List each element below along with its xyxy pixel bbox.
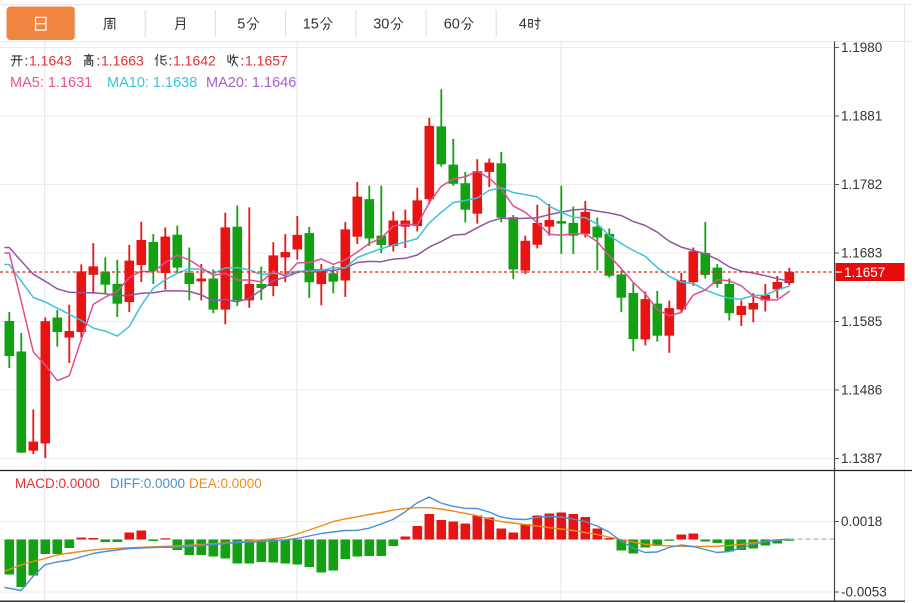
svg-text:1.1657: 1.1657 <box>844 265 885 280</box>
svg-text:5: 5 <box>237 17 245 33</box>
svg-text:0.0018: 0.0018 <box>841 514 882 529</box>
svg-text:DIFF:0.0000: DIFF:0.0000 <box>110 476 185 491</box>
svg-text:-0.0053: -0.0053 <box>841 585 887 600</box>
svg-text:60: 60 <box>444 17 460 33</box>
svg-text:DEA:0.0000: DEA:0.0000 <box>189 476 262 491</box>
svg-text::: : <box>241 53 245 69</box>
svg-text:1.1663: 1.1663 <box>101 53 144 69</box>
svg-text:1.1387: 1.1387 <box>841 451 882 466</box>
svg-text::: : <box>169 53 173 69</box>
svg-text::: : <box>25 53 29 69</box>
svg-text:15: 15 <box>303 17 319 33</box>
svg-text:1.1643: 1.1643 <box>29 53 72 69</box>
svg-text:1.1782: 1.1782 <box>841 177 882 192</box>
svg-text:1.1980: 1.1980 <box>841 40 882 55</box>
svg-text::: : <box>97 53 101 69</box>
svg-text:MA5: 1.1631: MA5: 1.1631 <box>10 75 92 91</box>
svg-text:MACD:0.0000: MACD:0.0000 <box>15 476 100 491</box>
svg-text:1.1657: 1.1657 <box>245 53 288 69</box>
svg-text:30: 30 <box>373 17 389 33</box>
svg-text:1.1585: 1.1585 <box>841 314 882 329</box>
svg-text:1.1486: 1.1486 <box>841 383 882 398</box>
svg-text:1.1881: 1.1881 <box>841 109 882 124</box>
svg-text:4: 4 <box>519 17 527 33</box>
svg-text:1.1642: 1.1642 <box>173 53 216 69</box>
svg-text:MA20: 1.1646: MA20: 1.1646 <box>206 75 296 91</box>
svg-text:1.1683: 1.1683 <box>841 246 882 261</box>
svg-text:MA10: 1.1638: MA10: 1.1638 <box>107 75 197 91</box>
